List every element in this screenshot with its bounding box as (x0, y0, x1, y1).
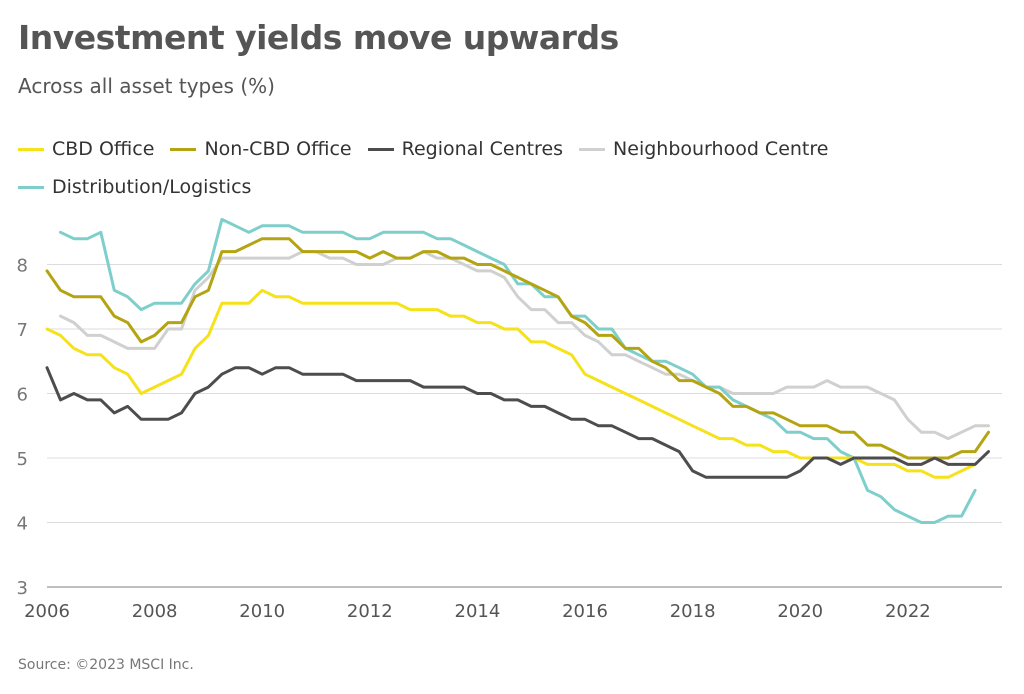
y-tick-label: 8 (17, 256, 28, 277)
legend-row-1: CBD Office Non-CBD Office Regional Centr… (18, 130, 1008, 168)
legend-label-cbd-office: CBD Office (52, 138, 155, 160)
y-tick-label: 5 (17, 449, 28, 470)
series-line-non-cbd-office (45, 237, 990, 460)
legend-row-2: Distribution/Logistics (18, 168, 1008, 206)
series-line-regional-centres (45, 366, 990, 479)
legend-swatch-neighbourhood-centre (579, 147, 606, 151)
y-tick-label: 3 (17, 578, 28, 599)
y-axis-ticks: 3 4 5 6 7 8 (17, 256, 28, 600)
x-tick-label: 2016 (562, 601, 608, 622)
x-axis-ticks: 2006 2008 2010 2012 2014 2016 2018 2020 2022 (24, 601, 931, 622)
legend-item-non-cbd-office: Non-CBD Office (170, 138, 352, 160)
source-note: Source: ©2023 MSCI Inc. (18, 657, 194, 673)
legend-item-cbd-office: CBD Office (18, 138, 154, 160)
legend-label-non-cbd-office: Non-CBD Office (204, 138, 352, 160)
gridlines (47, 264, 1002, 588)
x-tick-label: 2014 (455, 601, 501, 622)
legend-label-neighbourhood-centre: Neighbourhood Centre (613, 138, 829, 160)
y-tick-label: 4 (17, 514, 28, 535)
legend-item-distribution-logistics: Distribution/Logistics (18, 176, 251, 198)
legend-item-neighbourhood-centre: Neighbourhood Centre (579, 138, 828, 160)
legend: CBD Office Non-CBD Office Regional Centr… (18, 130, 1008, 206)
x-tick-label: 2006 (24, 601, 70, 622)
legend-swatch-regional-centres (367, 147, 394, 151)
series-lines (45, 217, 990, 524)
x-tick-label: 2008 (132, 601, 178, 622)
legend-swatch-cbd-office (18, 147, 44, 151)
x-tick-label: 2018 (670, 601, 716, 622)
legend-label-regional-centres: Regional Centres (401, 138, 564, 160)
y-tick-label: 6 (17, 385, 28, 406)
legend-swatch-distribution-logistics (18, 185, 44, 189)
x-tick-label: 2010 (239, 601, 285, 622)
chart-title: Investment yields move upwards (18, 18, 619, 57)
x-tick-label: 2020 (777, 601, 823, 622)
legend-item-regional-centres: Regional Centres (367, 138, 564, 160)
series-line-distribution-logistics (59, 217, 977, 524)
y-tick-label: 7 (17, 320, 28, 341)
legend-label-distribution-logistics: Distribution/Logistics (52, 176, 252, 198)
legend-swatch-non-cbd-office (170, 147, 197, 151)
x-tick-label: 2022 (885, 601, 931, 622)
chart-subtitle: Across all asset types (%) (18, 74, 275, 98)
x-tick-label: 2012 (347, 601, 393, 622)
